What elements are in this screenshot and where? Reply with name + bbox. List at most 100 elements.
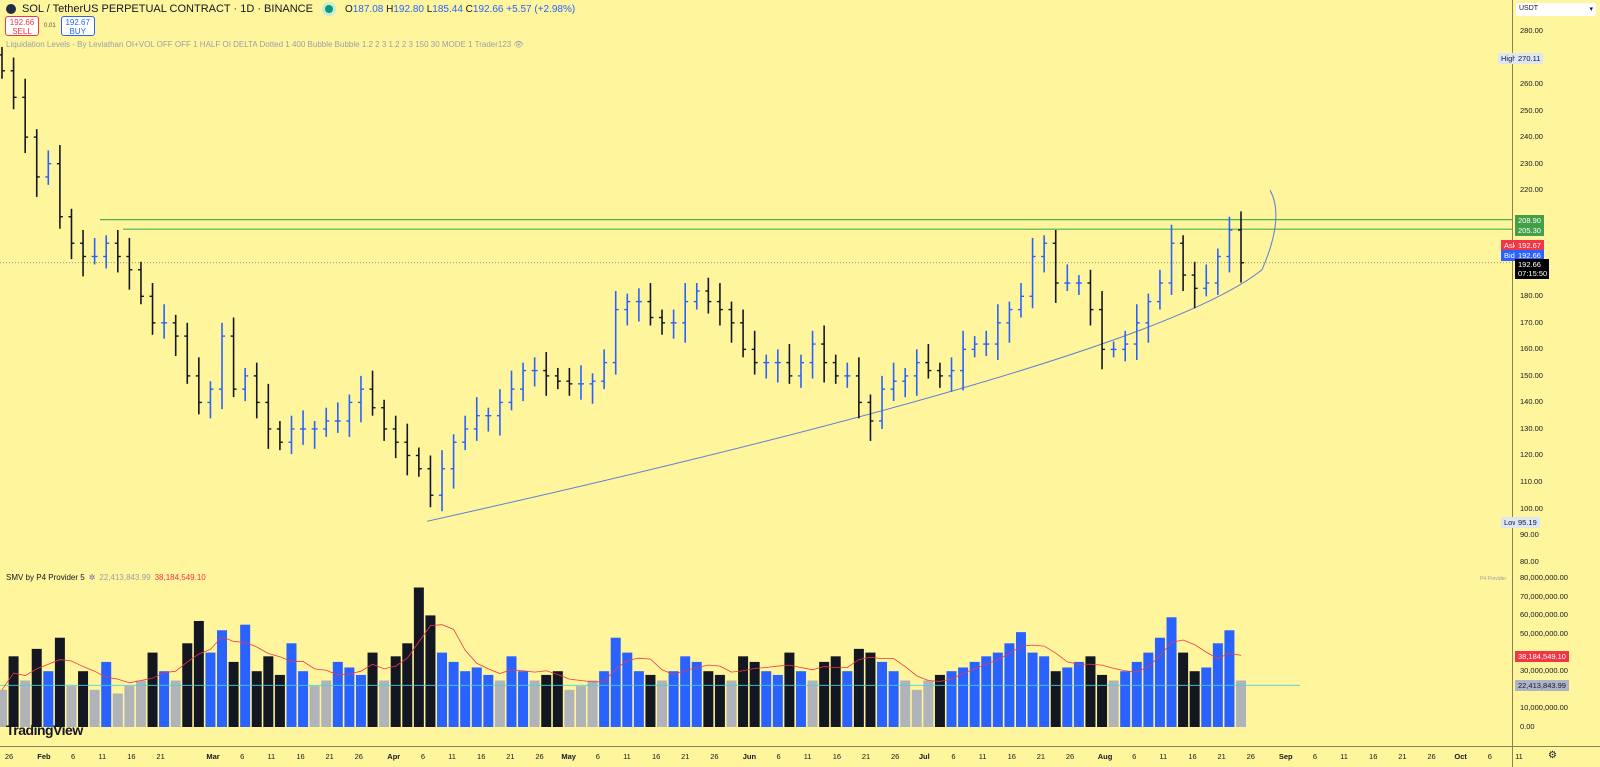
volume-bar — [575, 686, 586, 727]
volume-bar — [89, 689, 100, 727]
volume-bar — [471, 667, 482, 727]
loading-icon: ✲ — [88, 573, 96, 582]
volume-bar — [784, 652, 795, 727]
time-tick: 21 — [325, 752, 334, 761]
volume-bar — [633, 671, 644, 727]
time-tick: Aug — [1097, 752, 1113, 761]
volume-bar — [1224, 630, 1235, 727]
volume-bar — [807, 680, 818, 727]
volume-bar — [66, 686, 77, 727]
time-tick: 6 — [420, 752, 426, 761]
provider-watermark: P4 Provider — [1480, 576, 1507, 582]
volume-bar — [564, 689, 575, 727]
time-tick: 11 — [1340, 752, 1348, 761]
time-tick: 21 — [1217, 752, 1226, 761]
volume-bar — [680, 656, 691, 727]
volume-bar — [135, 680, 146, 727]
buy-button[interactable]: 192.67 BUY — [60, 16, 95, 36]
time-tick: Oct — [1454, 752, 1467, 761]
volume-bar — [298, 671, 309, 727]
tradingview-logo[interactable]: TradingView — [6, 722, 83, 738]
volume-bar — [1189, 671, 1200, 727]
eye-icon[interactable]: 👁 — [513, 40, 524, 49]
price-tick: 250.00 — [1520, 105, 1543, 115]
volume-bar — [390, 656, 401, 727]
price-tick: 120.00 — [1520, 450, 1543, 460]
time-tick: May — [561, 752, 576, 761]
high-label: High — [1498, 53, 1520, 64]
time-tick: 6 — [951, 752, 956, 761]
time-tick: 16 — [832, 752, 842, 761]
volume-bar — [205, 652, 216, 727]
volume-bar — [877, 661, 888, 727]
symbol-title[interactable]: SOL / TetherUS PERPETUAL CONTRACT · 1D ·… — [22, 3, 313, 15]
volume-bar — [1108, 680, 1119, 727]
volume-bar — [425, 615, 436, 727]
bid-value: 192.66 — [1515, 250, 1544, 261]
price-tick: 80.00 — [1520, 556, 1539, 566]
settings-icon[interactable]: ⚙ — [1548, 750, 1557, 761]
price-tick: 160.00 — [1520, 344, 1543, 354]
ohlc-values: O187.08 H192.80 L185.44 C192.66 +5.57 (+… — [344, 3, 576, 15]
volume-bar — [31, 648, 42, 727]
volume-bar — [587, 680, 598, 727]
volume-bar — [263, 656, 274, 727]
volume-bar — [344, 667, 355, 727]
volume-bar — [332, 661, 343, 727]
volume-bar — [1050, 671, 1061, 727]
volume-bar — [321, 680, 332, 727]
time-tick: 16 — [1007, 752, 1016, 761]
time-tick: 21 — [861, 752, 871, 761]
price-tick: 240.00 — [1520, 132, 1543, 142]
volume-bar — [668, 671, 679, 727]
time-tick: 26 — [354, 752, 363, 761]
volume-tick: 80,000,000.00 — [1520, 573, 1568, 583]
volume-bar — [541, 674, 552, 727]
volume-bar — [691, 661, 702, 727]
volume-bar — [969, 661, 980, 727]
volume-ma-line — [1, 624, 1242, 691]
time-tick: 11 — [98, 752, 107, 761]
volume-bar — [1027, 652, 1038, 727]
volume-bar — [819, 661, 830, 727]
volume-tick: 30,000,000.00 — [1520, 666, 1568, 676]
price-tick: 110.00 — [1520, 477, 1543, 486]
volume-ma-value: 38,184,549.10 — [154, 573, 206, 582]
sell-button[interactable]: 192.66 SELL — [5, 16, 39, 36]
time-tick: 11 — [267, 752, 276, 761]
volume-bar — [853, 648, 864, 727]
time-tick: 16 — [651, 752, 661, 761]
volume-bar — [309, 686, 320, 727]
time-tick: 26 — [710, 752, 719, 761]
volume-avg-tag: 22,413,843.99 — [1515, 680, 1569, 691]
volume-bar — [726, 680, 737, 727]
volume-bar — [367, 652, 378, 727]
market-open-icon — [324, 5, 333, 13]
time-tick: 21 — [156, 752, 165, 761]
indicator-legend[interactable]: Liquidation Levels - By Leviathan OI+VOL… — [6, 40, 524, 49]
volume-tick: 50,000,000.00 — [1520, 629, 1568, 638]
volume-bar — [379, 680, 390, 727]
volume-bar — [1097, 674, 1108, 727]
time-tick: 11 — [1159, 752, 1168, 761]
volume-bar — [483, 674, 494, 727]
volume-bar — [240, 624, 251, 727]
price-chart[interactable] — [0, 0, 1512, 746]
level-208-tag: 208.90 — [1515, 215, 1544, 226]
volume-bar — [900, 680, 911, 727]
symbol-header: SOL / TetherUS PERPETUAL CONTRACT · 1D ·… — [6, 3, 575, 15]
time-tick: 6 — [595, 752, 600, 761]
volume-bar — [54, 637, 65, 727]
currency-select[interactable]: USDT ▾ — [1516, 3, 1596, 16]
time-tick: 16 — [477, 752, 486, 761]
volume-bar — [795, 671, 806, 727]
time-tick: Jun — [742, 752, 757, 761]
volume-bar — [1166, 617, 1177, 727]
volume-legend[interactable]: SMV by P4 Provider 5 ✲ 22,413,843.99 38,… — [6, 573, 206, 582]
time-tick: 26 — [535, 752, 544, 761]
time-tick: Sep — [1278, 752, 1293, 761]
time-axis-border — [0, 746, 1600, 747]
time-tick: 21 — [506, 752, 515, 761]
price-tick: 100.00 — [1520, 503, 1543, 513]
time-tick: 26 — [1427, 752, 1436, 761]
